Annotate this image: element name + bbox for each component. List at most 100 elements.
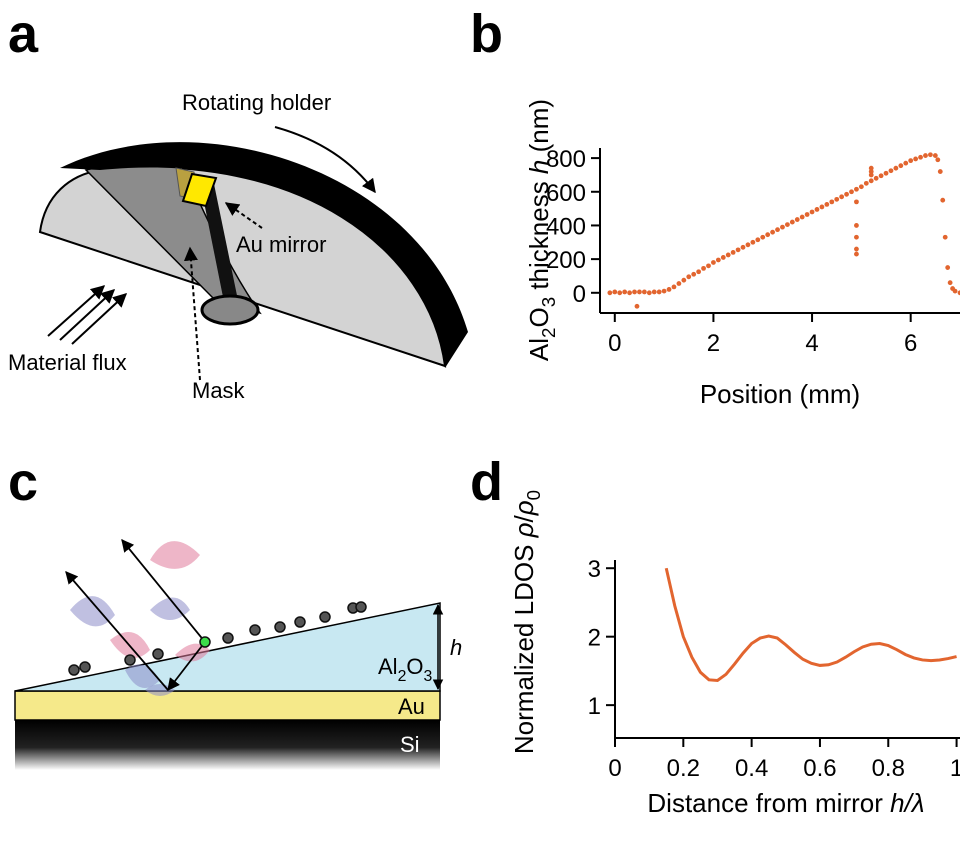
data-point: [686, 274, 692, 280]
data-point: [725, 252, 731, 258]
emitter: [355, 601, 367, 613]
data-point: [740, 244, 746, 250]
data-point: [947, 280, 953, 286]
data-point: [913, 156, 919, 162]
data-point: [858, 184, 864, 190]
data-point: [780, 224, 785, 230]
data-point: [854, 251, 859, 257]
label: Rotating holder: [182, 90, 331, 115]
data-point: [854, 199, 859, 205]
data-point: [634, 303, 640, 309]
text-part: h/λ: [890, 788, 924, 818]
data-point: [696, 269, 702, 275]
data-point: [706, 263, 711, 269]
data-point: [671, 284, 677, 290]
x-tick-label: 2: [707, 330, 720, 357]
data-point: [903, 160, 909, 166]
data-point: [952, 288, 958, 294]
text-part: thickness: [524, 174, 554, 297]
text-part: Position (mm): [700, 379, 860, 409]
data-point: [681, 277, 687, 283]
text-part: ρ: [509, 522, 539, 538]
data-point: [760, 234, 766, 240]
data-point: [888, 168, 894, 174]
x-axis-label: Distance from mirror h/λ: [647, 788, 924, 818]
label: Au mirror: [236, 232, 326, 257]
emitter: [152, 648, 164, 660]
data-point: [627, 290, 632, 296]
layer-label: Al2O3: [378, 654, 433, 685]
holder-rim: [60, 142, 468, 368]
data-point: [873, 175, 879, 181]
data-point: [834, 196, 840, 202]
data-point: [651, 289, 657, 295]
emitter: [222, 632, 234, 644]
data-point: [935, 157, 941, 163]
data-point: [612, 289, 618, 295]
data-point: [854, 223, 859, 228]
panel-letter: d: [470, 452, 503, 512]
text-part: 2: [538, 328, 559, 338]
data-point: [898, 163, 904, 169]
data-point: [893, 165, 899, 171]
data-point: [868, 178, 874, 184]
y-tick-label: 3: [588, 556, 601, 583]
data-point: [863, 180, 869, 186]
text-part: Distance from mirror: [647, 788, 890, 818]
au-layer: [14, 690, 441, 721]
data-point: [632, 289, 637, 295]
flux-arrow: [59, 289, 116, 341]
data-point: [730, 249, 736, 255]
data-point: [789, 219, 795, 225]
flux-arrow: [71, 293, 128, 345]
data-point: [839, 194, 845, 200]
data-point: [676, 281, 682, 286]
data-point: [940, 197, 946, 203]
data-point: [923, 153, 928, 158]
x-tick-label: 0: [608, 330, 621, 357]
data-point: [750, 239, 756, 245]
y-axis-label: Normalized LDOS ρ/ρ0: [509, 490, 544, 754]
layer-label: Au: [398, 694, 425, 719]
data-point: [715, 257, 721, 263]
wave: [150, 597, 190, 620]
data-point: [804, 212, 810, 217]
data-point: [868, 169, 874, 174]
data-point: [854, 186, 859, 192]
mask-pivot: [200, 294, 260, 326]
text-part: O: [406, 654, 423, 679]
data-point: [735, 247, 741, 253]
ray: [121, 539, 206, 643]
holder-face: [38, 166, 447, 368]
data-point: [824, 202, 830, 207]
data-point: [775, 227, 780, 233]
data-point: [656, 289, 662, 295]
rotation-arrow: [274, 126, 376, 194]
data-point: [661, 288, 667, 294]
emitter: [79, 661, 91, 673]
data-point: [908, 158, 914, 164]
mask-arm: [200, 182, 240, 312]
data-point: [770, 229, 776, 235]
emitter: [319, 611, 331, 623]
emitter: [68, 664, 80, 676]
data-point: [784, 222, 790, 228]
y-tick-label: 0: [573, 281, 586, 308]
data-point: [617, 290, 623, 296]
data-point: [819, 204, 825, 210]
wave: [70, 596, 115, 627]
data-point: [755, 237, 761, 243]
text-part: 0: [523, 490, 544, 500]
data-point: [814, 207, 820, 212]
text-part: (nm): [524, 99, 554, 160]
x-tick-label: 0.8: [872, 755, 905, 782]
data-point: [622, 289, 628, 295]
data-point: [666, 287, 672, 292]
data-point: [809, 209, 815, 215]
panel-letter: b: [470, 4, 503, 64]
label: Material flux: [8, 350, 127, 375]
wave: [150, 541, 200, 569]
text-part: ρ: [509, 500, 539, 516]
x-tick-label: 0.6: [803, 755, 836, 782]
x-tick-label: 0.2: [667, 755, 700, 782]
